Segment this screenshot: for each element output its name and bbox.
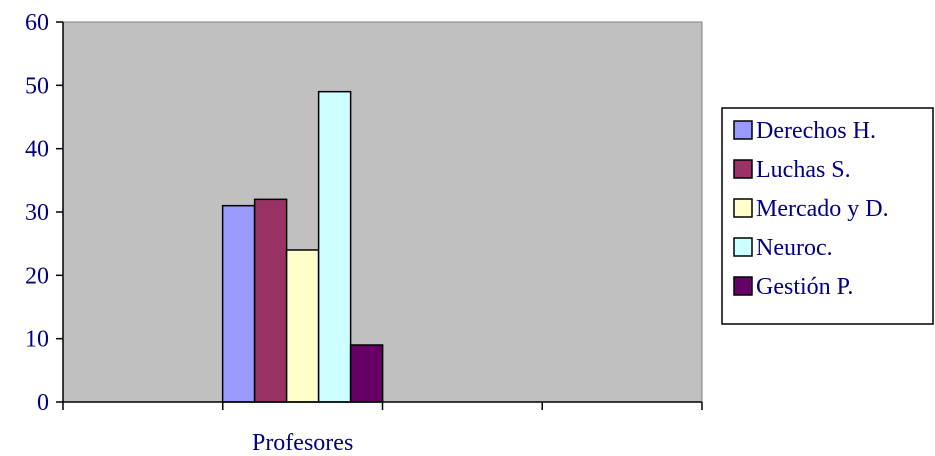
plot-area [62, 21, 703, 403]
category-label: Profesores [252, 430, 353, 456]
legend-swatch [733, 198, 753, 218]
bars-group [221, 90, 384, 403]
legend-label: Luchas S. [756, 157, 851, 183]
legend-box [721, 107, 934, 325]
y-tick-label: 10 [25, 327, 49, 353]
legend-label: Neuroc. [756, 235, 833, 261]
legend-swatch [733, 120, 753, 140]
legend-label: Mercado y D. [756, 196, 889, 222]
legend-swatch [733, 237, 753, 257]
y-tick-label: 20 [25, 263, 49, 289]
bar-5 [349, 344, 384, 403]
x-axis-ticks [62, 402, 703, 410]
legend-swatch [733, 276, 753, 296]
legend-label: Derechos H. [756, 118, 876, 144]
legend-label: Gestión P. [756, 274, 853, 300]
bar-2 [253, 198, 288, 403]
y-tick-label: 60 [25, 10, 49, 36]
y-tick-label: 40 [25, 137, 49, 163]
legend-swatch [733, 159, 753, 179]
bar-4 [317, 90, 352, 403]
legend: Derechos H. Luchas S. Mercado y D. Neuroc. G… [721, 107, 934, 325]
y-tick-label: 50 [25, 73, 49, 99]
y-tick-label: 0 [37, 390, 49, 416]
y-axis-ticks: 0 10 20 30 40 50 60 [25, 10, 63, 416]
bar-3 [285, 249, 320, 403]
y-tick-label: 30 [25, 200, 49, 226]
bar-1 [221, 204, 256, 403]
x-axis-labels: Profesores [252, 430, 353, 456]
